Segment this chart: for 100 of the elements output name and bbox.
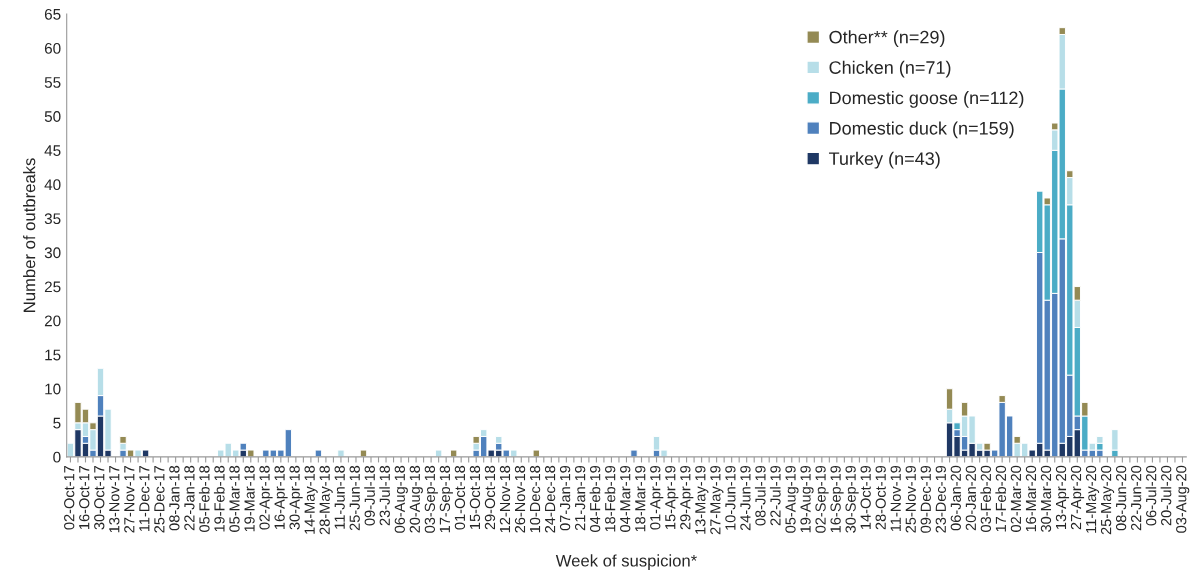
x-tick-label: 30-Apr-18 (289, 465, 303, 530)
x-tick-label: 27-Nov-17 (124, 465, 135, 533)
x-tick-label: 25-Nov-19 (905, 465, 916, 533)
bar (314, 449, 323, 457)
x-tick-label: 09-Dec-19 (920, 465, 931, 533)
x-tick-label: 19-Mar-18 (244, 465, 255, 532)
x-tick-label: 22-Jun-20 (1130, 465, 1142, 531)
x-tick-label: 20-Jul-20 (1160, 465, 1172, 526)
bar (337, 449, 345, 457)
x-tick-label: 02-Mar-20 (1010, 465, 1022, 532)
y-tick-label: 45 (44, 145, 61, 156)
x-tick-label: 06-Jul-20 (1145, 465, 1157, 526)
x-tick-label: 11-May-20 (1085, 465, 1100, 533)
legend-label: Domestic goose (n=112) (830, 91, 1024, 108)
x-tick-label: 12-Nov-18 (499, 465, 511, 533)
bar (630, 449, 638, 457)
x-tick-label: 11-Jun-18 (334, 465, 345, 529)
x-tick-label: 20-Jan-20 (965, 465, 977, 531)
legend-label: Turkey (n=43) (828, 151, 940, 169)
x-tick-label: 28-Oct-19 (875, 465, 886, 530)
x-tick-label: 04-Feb-19 (589, 465, 601, 532)
x-tick-label: 02-Sep-19 (815, 465, 829, 533)
x-tick-label: 24-Jun-19 (740, 465, 751, 531)
y-tick-label: 15 (45, 349, 61, 361)
bar (532, 449, 540, 457)
y-tick-label: 35 (44, 213, 61, 225)
x-tick-label: 14-Oct-19 (860, 465, 871, 529)
x-tick-label: 08-Jan-18 (169, 465, 180, 531)
legend-label: Domestic duck (n=159) (830, 121, 1014, 139)
x-tick-label: 06-Jan-20 (950, 465, 961, 531)
legend-label: Chicken (n=71) (829, 60, 951, 78)
x-tick-label: 16-Oct-17 (79, 465, 90, 529)
x-tick-label: 15-Apr-19 (665, 465, 679, 529)
x-tick-label: 27-Apr-20 (1070, 465, 1085, 530)
x-tick-label: 09-Jul-18 (364, 465, 375, 526)
x-tick-label: 10-Jun-19 (725, 465, 736, 530)
bar (449, 449, 458, 457)
x-tick-label: 28-May-18 (319, 465, 333, 535)
x-tick-label: 11-Nov-19 (890, 465, 901, 532)
x-tick-label: 11-Dec-17 (139, 465, 150, 532)
y-tick-label: 10 (45, 383, 61, 395)
x-tick-label: 05-Mar-18 (229, 465, 240, 532)
y-tick-label: 60 (44, 42, 61, 54)
x-tick-label: 29-Oct-18 (484, 465, 496, 530)
x-tick-label: 21-Jan-19 (574, 465, 586, 531)
y-tick-label: 20 (44, 315, 61, 327)
bar (434, 449, 443, 457)
x-tick-label: 25-Dec-17 (154, 465, 165, 533)
x-tick-label: 16-Mar-20 (1025, 465, 1037, 532)
x-tick-label: 23-Dec-19 (935, 465, 946, 533)
x-tick-label: 16-Apr-18 (274, 465, 288, 529)
x-tick-label: 18-Feb-19 (604, 465, 616, 532)
x-tick-label: 23-Jul-18 (379, 465, 390, 526)
x-tick-label: 18-Mar-19 (635, 465, 646, 532)
legend-label: Other** (n=29) (829, 30, 945, 48)
x-tick-label: 27-May-19 (710, 465, 724, 535)
x-tick-label: 17-Feb-20 (995, 465, 1007, 532)
x-tick-label: 05-Aug-19 (785, 465, 799, 533)
x-tick-label: 24-Dec-18 (544, 465, 556, 533)
x-tick-label: 22-Jan-18 (184, 465, 195, 531)
x-tick-label: 13-Apr-20 (1055, 465, 1070, 529)
y-tick-label: 50 (44, 111, 61, 122)
y-tick-label: 25 (44, 281, 61, 293)
x-tick-label: 15-Oct-18 (469, 465, 481, 529)
y-tick-label: 5 (53, 417, 61, 429)
bar (359, 449, 368, 457)
x-tick-label: 16-Sep-19 (830, 465, 844, 533)
x-tick-label: 20-Aug-18 (409, 465, 423, 533)
x-tick-label: 29-Apr-19 (680, 465, 694, 530)
x-tick-label: 03-Sep-18 (424, 465, 438, 533)
y-tick-label: 30 (44, 247, 61, 259)
y-axis-title: Number of outbreaks (23, 158, 36, 312)
x-tick-label: 07-Jan-19 (559, 465, 571, 531)
x-tick-label: 10-Dec-18 (529, 465, 541, 533)
x-tick-label: 01-Apr-19 (650, 465, 664, 530)
x-tick-label: 08-Jun-20 (1115, 465, 1127, 531)
x-tick-label: 02-Oct-17 (64, 465, 75, 530)
x-tick-label: 19-Aug-19 (800, 465, 814, 533)
x-tick-label: 04-Mar-19 (620, 465, 631, 532)
x-tick-label: 30-Sep-19 (845, 465, 859, 533)
x-tick-label: 30-Oct-17 (94, 465, 105, 530)
x-tick-label: 30-Mar-20 (1040, 465, 1052, 532)
y-tick-label: 40 (44, 179, 61, 191)
x-tick-label: 05-Feb-18 (198, 465, 210, 532)
x-tick-label: 01-Oct-18 (454, 465, 466, 530)
x-tick-label: 25-Jun-18 (349, 465, 360, 531)
x-tick-label: 02-Apr-18 (259, 465, 273, 530)
y-tick-label: 0 (53, 451, 61, 463)
x-tick-label: 17-Sep-18 (439, 465, 453, 533)
x-tick-label: 14-May-18 (304, 465, 318, 534)
x-tick-label: 25-May-20 (1100, 465, 1115, 535)
y-tick-label: 65 (44, 8, 61, 20)
x-tick-label: 13-Nov-17 (109, 465, 120, 533)
x-tick-label: 03-Feb-20 (980, 465, 992, 532)
x-tick-label: 19-Feb-18 (213, 465, 225, 532)
x-axis-title: Week of suspicion* (555, 554, 697, 570)
y-tick-label: 55 (44, 77, 61, 88)
x-tick-label: 26-Nov-18 (514, 465, 526, 533)
x-tick-label: 08-Jul-19 (754, 465, 766, 526)
x-tick-label: 13-May-19 (695, 465, 709, 534)
